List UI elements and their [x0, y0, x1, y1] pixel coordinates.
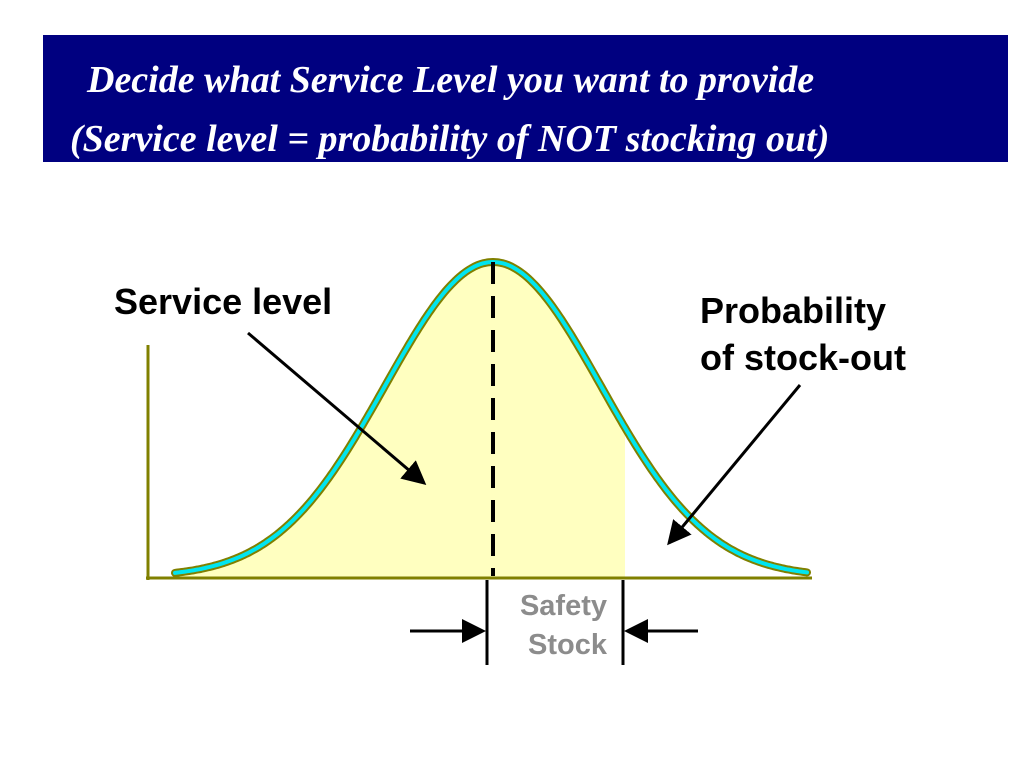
safety-stock-label-line-1: Safety	[520, 590, 607, 622]
service-level-area	[175, 262, 625, 577]
title-banner: Decide what Service Level you want to pr…	[43, 35, 1008, 162]
service-level-label: Service level	[114, 281, 332, 322]
slide-title-line-1: Decide what Service Level you want to pr…	[87, 59, 815, 101]
safety-stock-label-line-2: Stock	[528, 629, 608, 661]
stockout-label-line-1: Probability	[700, 290, 886, 331]
stockout-pointer-arrow	[667, 384, 802, 546]
service-level-pointer-arrow	[247, 331, 427, 485]
stockout-label-line-2: of stock-out	[700, 337, 906, 378]
slide-title-line-2: (Service level = probability of NOT stoc…	[70, 118, 830, 160]
